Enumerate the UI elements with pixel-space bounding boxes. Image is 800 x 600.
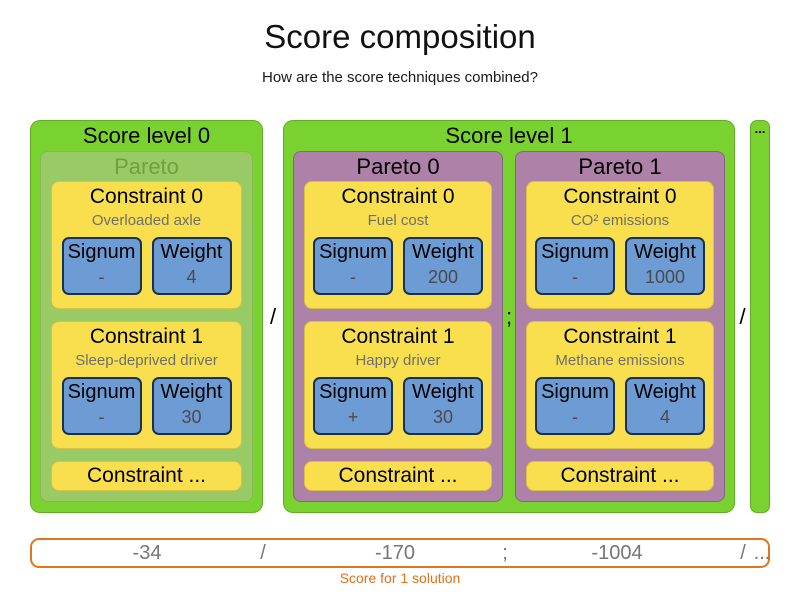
page-subtitle: How are the score techniques combined?	[262, 69, 538, 86]
pareto-1-box: Pareto 1 Constraint 0 CO² emissions Sign…	[515, 151, 725, 502]
signum-label: Signum	[319, 241, 387, 263]
weight-chip: Weight 1000	[625, 237, 705, 295]
constraint-card: Constraint 1 Methane emissions Signum - …	[526, 321, 714, 449]
constraint-description: CO² emissions	[570, 212, 670, 229]
weight-chip: Weight 4	[625, 377, 705, 435]
pareto-box: Pareto Constraint 0 Overloaded axle Sign…	[40, 151, 253, 502]
constraint-card: Constraint 0 CO² emissions Signum - Weig…	[526, 181, 714, 309]
weight-label: Weight	[160, 241, 223, 263]
pareto-label: Pareto 0	[356, 154, 440, 179]
weight-chip: Weight 30	[151, 377, 232, 435]
signum-value: +	[347, 407, 359, 427]
weight-value: 4	[659, 407, 670, 427]
weight-value: 30	[432, 407, 454, 427]
weight-value: 200	[427, 267, 459, 287]
weight-label: Weight	[412, 381, 474, 403]
signum-label: Signum	[67, 241, 136, 263]
signum-label: Signum	[541, 381, 609, 403]
score-level-1-label: Score level 1	[445, 123, 573, 148]
signum-value: -	[572, 407, 578, 427]
pareto-0-box: Pareto 0 Constraint 0 Fuel cost Signum -…	[293, 151, 503, 502]
constraint-title: Constraint 1	[341, 325, 455, 348]
constraint-card: Constraint 1 Sleep-deprived driver Signu…	[51, 321, 242, 449]
separator-slash: /	[269, 303, 277, 329]
signum-chip: Signum -	[313, 237, 393, 295]
constraint-title: Constraint 0	[341, 185, 455, 208]
constraint-title: Constraint 1	[563, 325, 677, 348]
constraint-description: Happy driver	[355, 352, 441, 369]
constraint-title: Constraint 0	[89, 185, 204, 208]
weight-value: 30	[181, 407, 202, 427]
constraint-more-bar: Constraint ...	[304, 461, 492, 491]
weight-label: Weight	[160, 381, 223, 403]
signum-value: -	[98, 407, 105, 427]
score-ellipsis: ...	[753, 542, 771, 564]
weight-chip: Weight 30	[403, 377, 483, 435]
signum-value: -	[350, 267, 356, 287]
score-separator-slash: /	[740, 542, 746, 564]
weight-value: 4	[186, 267, 197, 287]
signum-value: -	[98, 267, 105, 287]
signum-chip: Signum +	[313, 377, 393, 435]
signum-label: Signum	[319, 381, 387, 403]
score-level-1-box: Score level 1 Pareto 0 Constraint 0 Fuel…	[283, 120, 735, 513]
separator-semicolon: ;	[505, 303, 513, 329]
pareto-label: Pareto	[114, 154, 179, 179]
weight-value: 1000	[644, 267, 686, 287]
constraint-card: Constraint 0 Overloaded axle Signum - We…	[51, 181, 242, 309]
score-bar-caption: Score for 1 solution	[339, 570, 461, 586]
score-level-ellipsis-box: ...	[750, 120, 770, 513]
constraint-description: Overloaded axle	[91, 212, 202, 229]
page-title: Score composition	[264, 18, 536, 55]
pareto-label: Pareto 1	[578, 154, 662, 179]
signum-chip: Signum -	[535, 237, 615, 295]
signum-chip: Signum -	[61, 377, 142, 435]
constraint-card: Constraint 1 Happy driver Signum + Weigh…	[304, 321, 492, 449]
constraint-card: Constraint 0 Fuel cost Signum - Weight 2…	[304, 181, 492, 309]
weight-label: Weight	[412, 241, 474, 263]
constraint-description: Methane emissions	[555, 352, 685, 369]
signum-chip: Signum -	[61, 237, 142, 295]
score-separator-slash: /	[260, 542, 266, 564]
weight-chip: Weight 4	[151, 237, 232, 295]
weight-label: Weight	[634, 381, 696, 403]
constraint-title: Constraint 0	[563, 185, 677, 208]
weight-label: Weight	[634, 241, 696, 263]
score-result-bar: -34 / -170 ; -1004 / ...	[30, 538, 770, 568]
score-level-0-label: Score level 0	[82, 123, 211, 148]
signum-chip: Signum -	[535, 377, 615, 435]
score-separator-semicolon: ;	[502, 542, 508, 564]
constraint-more-bar: Constraint ...	[526, 461, 714, 491]
weight-chip: Weight 200	[403, 237, 483, 295]
constraint-title: Constraint 1	[89, 325, 204, 348]
constraint-description: Sleep-deprived driver	[75, 352, 218, 369]
constraint-description: Fuel cost	[367, 212, 429, 229]
separator-slash: /	[739, 303, 746, 329]
score-value: -34	[132, 542, 162, 564]
signum-label: Signum	[67, 381, 136, 403]
signum-label: Signum	[541, 241, 609, 263]
score-value: -170	[374, 542, 416, 564]
signum-value: -	[572, 267, 578, 287]
constraint-more-bar: Constraint ...	[51, 461, 242, 491]
score-level-0-box: Score level 0 Pareto Constraint 0 Overlo…	[30, 120, 263, 513]
score-value: -1004	[591, 542, 643, 564]
